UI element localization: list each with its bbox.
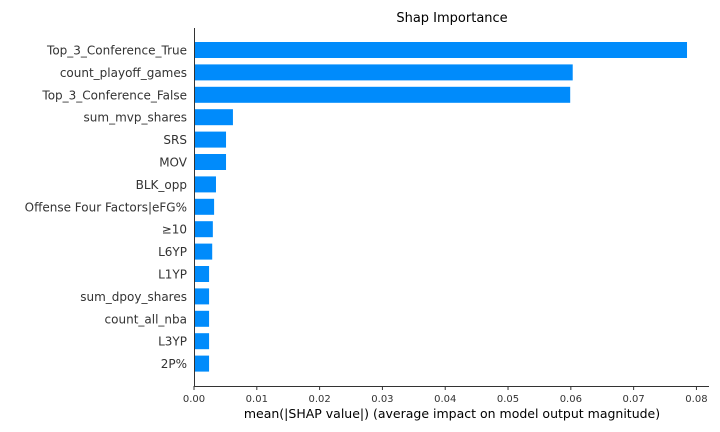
category-label: Top_3_Conference_True — [46, 44, 187, 58]
category-label: MOV — [159, 156, 188, 170]
x-axis-ticks: 0.00 0.01 0.02 0.03 0.04 0.05 0.06 0.07 0.08 — [183, 386, 708, 405]
category-labels: Top_3_Conference_True count_playoff_games… — [25, 44, 188, 372]
x-tick-label: 0.08 — [685, 394, 707, 405]
category-label: count_playoff_games — [60, 66, 187, 80]
category-label: BLK_opp — [136, 178, 187, 192]
category-label: sum_mvp_shares — [84, 111, 187, 125]
x-tick-label: 0.03 — [371, 394, 393, 405]
bar-9 — [194, 243, 213, 260]
bars-layer — [194, 42, 688, 372]
x-axis-label: mean(|SHAP value|) (average impact on mo… — [244, 406, 660, 421]
x-tick-label: 0.07 — [623, 394, 645, 405]
x-tick-label: 0.06 — [560, 394, 582, 405]
bar-12 — [194, 310, 210, 327]
bar-8 — [194, 221, 213, 238]
bar-3 — [194, 109, 233, 126]
bar-0 — [194, 42, 688, 58]
bar-11 — [194, 288, 210, 305]
category-label: 2P% — [161, 357, 187, 371]
bar-6 — [194, 176, 216, 193]
category-label: sum_dpoy_shares — [80, 290, 187, 304]
chart-title: Shap Importance — [396, 11, 507, 26]
x-tick-label: 0.01 — [246, 394, 268, 405]
category-label: count_all_nba — [105, 312, 187, 326]
x-tick-label: 0.02 — [308, 394, 330, 405]
bar-1 — [194, 64, 573, 81]
category-label: L3YP — [158, 335, 187, 349]
x-tick-label: 0.00 — [183, 394, 205, 405]
x-tick-label: 0.05 — [497, 394, 519, 405]
category-label: L1YP — [158, 268, 187, 282]
bar-2 — [194, 86, 571, 103]
x-tick-label: 0.04 — [434, 394, 456, 405]
category-label: L6YP — [158, 245, 187, 259]
bar-14 — [194, 355, 210, 372]
category-label: Top_3_Conference_False — [41, 88, 187, 102]
category-label: SRS — [163, 133, 187, 147]
bar-10 — [194, 266, 210, 282]
bar-7 — [194, 198, 215, 215]
bar-4 — [194, 131, 227, 148]
bar-13 — [194, 333, 210, 350]
category-label: ≥10 — [162, 223, 187, 237]
bar-5 — [194, 154, 227, 170]
category-label: Offense Four Factors|eFG% — [25, 200, 187, 214]
